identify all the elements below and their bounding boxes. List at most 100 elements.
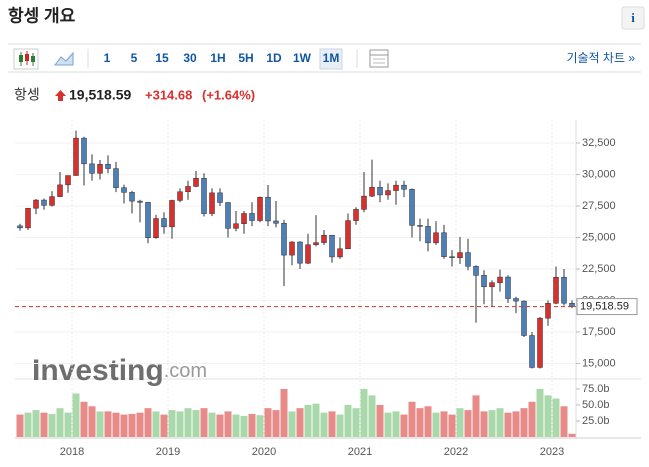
volume-bar xyxy=(344,404,352,437)
tool-button[interactable]: 30 xyxy=(183,51,197,65)
candle-body xyxy=(545,303,551,319)
volume-bar xyxy=(408,401,416,437)
volume-bar xyxy=(112,412,120,437)
tool-button[interactable]: 1W xyxy=(293,51,312,65)
candle-body xyxy=(153,218,159,239)
candle-body xyxy=(217,192,223,203)
y-tick-label: 25,000 xyxy=(582,231,616,243)
candle-body xyxy=(497,276,503,283)
last-price-box xyxy=(576,298,638,316)
volume-bar xyxy=(64,412,72,437)
candle-body xyxy=(537,317,543,368)
x-tick-label: 2018 xyxy=(60,446,84,458)
volume-bar xyxy=(456,408,464,437)
volume-bar xyxy=(512,411,520,437)
info-button[interactable] xyxy=(621,6,645,30)
candle-body xyxy=(41,199,47,206)
volume-bar xyxy=(320,412,328,437)
candle-body xyxy=(281,223,287,256)
volume-bar xyxy=(208,412,216,437)
candle-body xyxy=(65,175,71,186)
volume-bar xyxy=(488,410,496,437)
tool-button[interactable]: 15 xyxy=(155,51,169,65)
candle-body xyxy=(25,207,31,229)
candle-body xyxy=(177,191,183,201)
tool-button[interactable]: 1M xyxy=(323,51,340,65)
candle-body xyxy=(505,276,511,299)
candle-body xyxy=(417,225,423,227)
volume-bar xyxy=(72,393,80,437)
x-tick-label: 2023 xyxy=(540,446,564,458)
y-tick-label: 27,500 xyxy=(582,200,616,212)
candle-body xyxy=(289,241,295,256)
volume-bar xyxy=(152,411,160,437)
tool-button[interactable]: 1H xyxy=(210,51,225,65)
tool-button[interactable]: 5H xyxy=(238,51,253,65)
candle-body xyxy=(449,256,455,258)
x-tick-label: 2019 xyxy=(156,446,180,458)
candle-body xyxy=(73,137,79,176)
candle-body xyxy=(337,248,343,258)
volume-bar xyxy=(496,408,504,437)
volume-bar xyxy=(312,403,320,437)
candle-body xyxy=(361,195,367,210)
candle-body xyxy=(385,190,391,196)
candle-body xyxy=(441,232,447,257)
candle-body xyxy=(137,200,143,203)
volume-bar xyxy=(168,410,176,437)
y-tick-label: 22,500 xyxy=(582,263,616,275)
area-icon[interactable] xyxy=(54,51,74,66)
candle-body xyxy=(305,244,311,264)
candle-body xyxy=(201,178,207,214)
candle-body xyxy=(97,164,103,174)
volume-bar xyxy=(184,408,192,437)
volume-bar xyxy=(520,408,528,437)
volume-bar xyxy=(368,395,376,437)
candle-body xyxy=(161,218,167,228)
watermark-domain: .com xyxy=(164,360,207,382)
volume-bar xyxy=(544,395,552,437)
volume-bar xyxy=(56,408,64,437)
candle-body xyxy=(401,184,407,190)
volume-bar xyxy=(360,388,368,437)
volume-bar xyxy=(392,411,400,437)
volume-bar xyxy=(192,410,200,437)
candle-body xyxy=(49,196,55,206)
volume-bar xyxy=(104,411,112,437)
candle-body xyxy=(409,189,415,226)
candle-body xyxy=(529,335,535,368)
volume-bar xyxy=(504,412,512,437)
candle-body xyxy=(553,277,559,304)
volume-bar xyxy=(160,414,168,437)
volume-bar xyxy=(296,408,304,437)
volume-bar xyxy=(136,412,144,437)
tool-button[interactable]: 5 xyxy=(131,51,138,65)
candle-body xyxy=(393,184,399,191)
volume-bar xyxy=(248,413,256,437)
volume-bar xyxy=(400,414,408,437)
tool-button[interactable]: 1D xyxy=(266,51,282,65)
y-tick-label: 30,000 xyxy=(582,168,616,180)
candle-body xyxy=(473,266,479,276)
volume-bar xyxy=(552,398,560,437)
change: +314.68 xyxy=(145,87,192,102)
volume-bar xyxy=(120,414,128,437)
x-tick-label: 2021 xyxy=(348,446,372,458)
candle-body xyxy=(241,213,247,224)
tool-button[interactable]: 1 xyxy=(104,51,111,65)
volume-bar xyxy=(48,413,56,437)
volume-bar xyxy=(280,388,288,437)
candle-body xyxy=(521,300,527,336)
volume-bar xyxy=(264,408,272,437)
candle-body xyxy=(89,163,95,174)
volume-tick-label: 75.0b xyxy=(582,383,610,395)
candle-body xyxy=(225,202,231,229)
tech-chart-link[interactable]: 기술적 차트 » xyxy=(566,51,635,65)
volume-bar xyxy=(416,408,424,437)
index-name: 항셍 xyxy=(14,87,40,103)
change-pct: (+1.64%) xyxy=(202,87,255,102)
candle-body xyxy=(33,199,39,209)
candle-body xyxy=(265,197,271,222)
candle-body xyxy=(433,232,439,244)
volume-bar xyxy=(232,414,240,437)
